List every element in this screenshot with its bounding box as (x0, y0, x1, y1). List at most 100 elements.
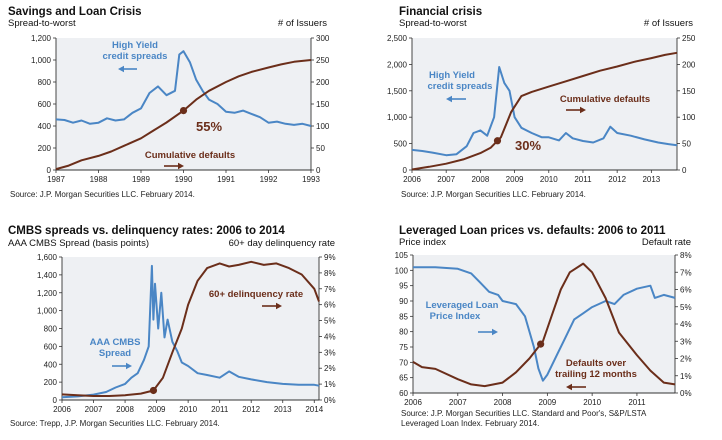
chart1-annotation-arrow-head (118, 65, 124, 73)
chart2-marker-dot (493, 137, 502, 145)
chart4-x-tick-label: 2010 (583, 398, 601, 407)
chart3-right-tick-label: 9% (324, 253, 336, 262)
chart3-title: CMBS spreads vs. delinquency rates: 2006… (8, 225, 285, 237)
chart4-right-tick-label: 8% (680, 251, 692, 260)
chart3-x-tick-label: 2014 (305, 405, 323, 414)
chart3-right-tick-label: 6% (324, 301, 336, 310)
chart3-left-tick-label: 600 (44, 342, 58, 351)
chart3-left-tick-label: 200 (44, 378, 58, 387)
chart3-annotation-arrow-head (126, 362, 132, 370)
chart4-annotation-arrow-head (492, 328, 498, 336)
chart4-x-tick-label: 2007 (449, 398, 467, 407)
chart4-x-tick-label: 2009 (538, 398, 556, 407)
chart2-right-tick-label: 0 (682, 166, 687, 175)
chart3-x-tick-label: 2008 (116, 405, 134, 414)
chart2-right-axis-label: # of Issuers (644, 18, 693, 29)
chart2-annotation-arrow-head (580, 106, 586, 114)
chart4-left-tick-label: 70 (399, 358, 408, 367)
chart4-left-tick-label: 95 (399, 282, 408, 291)
chart1-series-blue-line (55, 50, 312, 127)
chart1-x-tick-label: 1988 (90, 175, 108, 184)
chart2-left-axis-label: Spread-to-worst (399, 18, 467, 29)
chart2-annotation-arrow-head (446, 95, 452, 103)
chart3-series-annotation: Spread (99, 348, 131, 359)
chart2-plot-area (412, 38, 677, 170)
chart1-left-tick-label: 600 (38, 100, 52, 109)
chart2-left-tick-label: 1,500 (387, 87, 408, 96)
chart2-x-tick-label: 2010 (540, 175, 558, 184)
chart1-x-tick-label: 1990 (175, 175, 193, 184)
chart4-marker-dot (537, 340, 545, 348)
chart2-right-tick-label: 100 (682, 113, 696, 122)
chart2-title: Financial crisis (399, 6, 482, 18)
chart2-percent-annotation: 30% (515, 138, 541, 153)
chart4-right-tick-label: 0% (680, 389, 692, 398)
chart3-x-tick-label: 2007 (85, 405, 103, 414)
chart1-right-tick-label: 300 (316, 34, 330, 43)
chart2-series-annotation: High Yield (429, 70, 475, 81)
chart2-x-tick-label: 2011 (574, 175, 592, 184)
chart4-right-tick-label: 7% (680, 268, 692, 277)
chart3-x-tick-label: 2010 (179, 405, 197, 414)
chart1-right-axis-label: # of Issuers (278, 18, 327, 29)
chart3-left-tick-label: 1,600 (37, 253, 58, 262)
chart1-series-annotation: credit spreads (103, 51, 168, 62)
chart1-plot-area (56, 38, 311, 170)
chart1-marker-dot (179, 107, 188, 115)
chart4-left-tick-label: 100 (395, 266, 409, 275)
chart1-annotation-arrow-head (178, 162, 184, 170)
chart4-source-line2: Leveraged Loan Index. February 2014. (401, 419, 539, 428)
chart1-title: Savings and Loan Crisis (8, 6, 142, 18)
chart2-series-brown-line (411, 51, 678, 171)
chart4-right-tick-label: 6% (680, 286, 692, 295)
chart3-right-tick-label: 8% (324, 269, 336, 278)
chart4-x-tick-label: 2011 (628, 398, 646, 407)
chart4-left-tick-label: 80 (399, 328, 408, 337)
chart2-right-tick-label: 200 (682, 60, 696, 69)
chart3-series-annotation: AAA CMBS (90, 337, 141, 348)
chart3-series-blue-line (61, 264, 320, 399)
chart3-series-brown-line (61, 260, 320, 397)
chart4-series-annotation: Leveraged Loan (426, 300, 499, 311)
chart4-left-tick-label: 85 (399, 312, 408, 321)
chart1-left-tick-label: 0 (47, 166, 52, 175)
chart3-marker-dot (149, 386, 158, 395)
chart4-plot-area (413, 255, 675, 393)
chart3-right-tick-label: 5% (324, 317, 336, 326)
chart1-right-tick-label: 150 (316, 100, 330, 109)
chart4-right-tick-label: 2% (680, 355, 692, 364)
chart3-x-tick-label: 2011 (211, 405, 229, 414)
chart4-left-tick-label: 105 (395, 251, 409, 260)
chart4-annotation-arrow-head (566, 383, 572, 391)
chart4-right-tick-label: 1% (680, 372, 692, 381)
chart2-left-tick-label: 500 (394, 140, 408, 149)
chart1-percent-annotation: 55% (196, 119, 222, 134)
chart3-right-tick-label: 3% (324, 348, 336, 357)
chart4-series-brown-line (412, 262, 676, 388)
chart3-right-tick-label: 1% (324, 380, 336, 389)
chart1-left-tick-label: 800 (38, 78, 52, 87)
chart3-right-tick-label: 0% (324, 396, 336, 405)
chart4-left-tick-label: 65 (399, 374, 408, 383)
chart2-right-tick-label: 150 (682, 87, 696, 96)
chart3-left-axis-label: AAA CMBS Spread (basis points) (8, 238, 149, 249)
chart4-series-annotation: Defaults over (566, 358, 626, 369)
chart3-left-tick-label: 0 (53, 396, 58, 405)
chart2-x-tick-label: 2009 (506, 175, 524, 184)
chart2-right-tick-label: 50 (682, 140, 691, 149)
chart1-left-axis-label: Spread-to-worst (8, 18, 76, 29)
chart3-right-axis-label: 60+ day delinquency rate (229, 238, 335, 249)
chart1-right-tick-label: 200 (316, 78, 330, 87)
chart3-right-tick-label: 2% (324, 364, 336, 373)
chart4-series-annotation: Price Index (430, 311, 481, 322)
chart1-x-tick-label: 1989 (132, 175, 150, 184)
chart2-left-tick-label: 2,000 (387, 60, 408, 69)
chart3-plot-area (62, 257, 319, 400)
chart2-series-annotation: credit spreads (428, 81, 493, 92)
chart2-left-tick-label: 2,500 (387, 34, 408, 43)
chart3-left-tick-label: 1,400 (37, 271, 58, 280)
chart4-source: Source: J.P. Morgan Securities LLC. Stan… (401, 409, 647, 418)
chart1-x-tick-label: 1991 (217, 175, 235, 184)
